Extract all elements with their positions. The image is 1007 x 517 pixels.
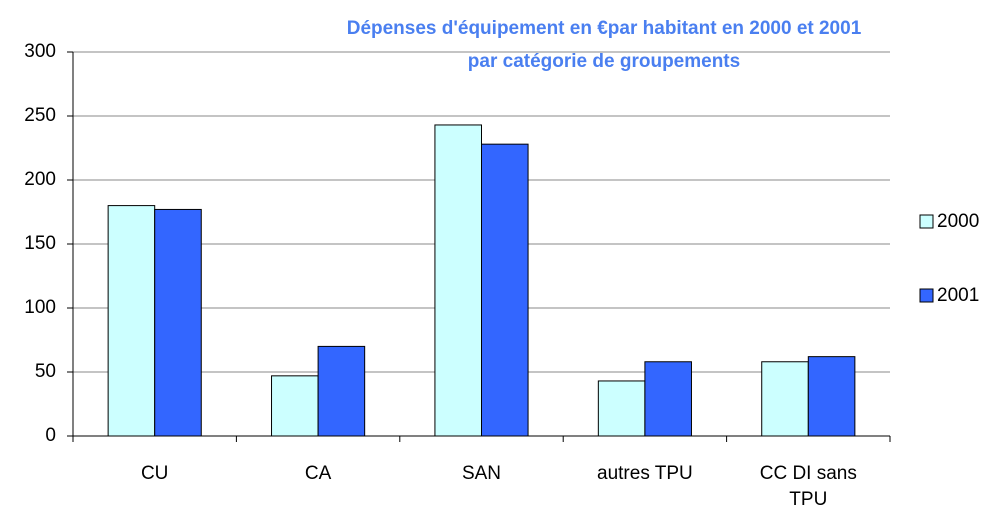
bar	[154, 208, 202, 437]
x-tick-label: SAN	[461, 463, 502, 484]
bar	[807, 356, 856, 437]
y-tick-label: 100	[24, 297, 56, 318]
legend-swatch	[919, 214, 934, 229]
legend-label: 2000	[937, 211, 979, 232]
bar	[481, 143, 529, 437]
bar	[644, 361, 692, 437]
chart-title: Dépenses d'équipement en €par habitant e…	[347, 18, 862, 39]
bar	[597, 380, 646, 437]
legend-label: 2001	[937, 285, 979, 306]
y-tick-label: 50	[35, 361, 56, 382]
bar	[761, 361, 809, 437]
x-tick-label: CA	[304, 463, 332, 484]
bar	[317, 345, 366, 437]
chart-title: par catégorie de groupements	[468, 51, 740, 72]
y-tick-label: 200	[24, 169, 56, 190]
x-tick-label: CC DI sans TPU	[759, 463, 857, 510]
y-tick-label: 300	[24, 41, 56, 62]
y-tick-label: 0	[45, 425, 56, 446]
x-tick-label: CU	[140, 463, 169, 484]
y-tick-label: 250	[24, 105, 56, 126]
bar	[107, 205, 156, 437]
bar	[434, 124, 482, 437]
bar	[271, 375, 319, 437]
x-tick-label: autres TPU	[597, 463, 693, 484]
y-tick-label: 150	[24, 233, 56, 254]
legend-swatch	[919, 288, 934, 303]
